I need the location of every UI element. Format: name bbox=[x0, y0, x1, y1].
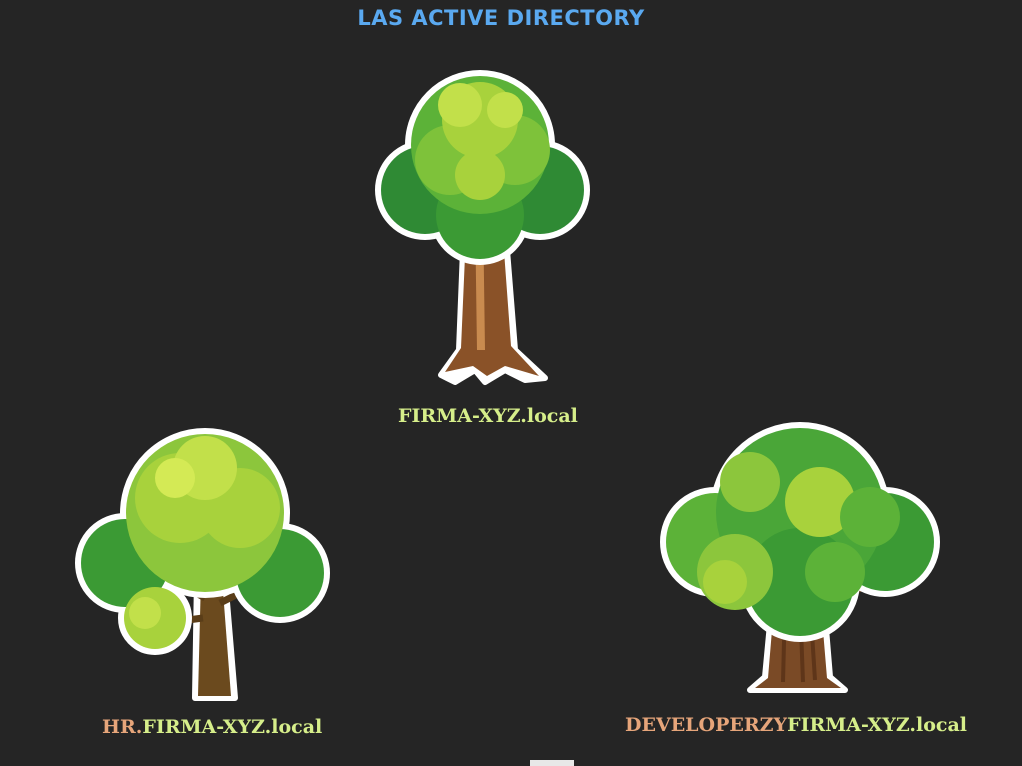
root-domain-label[interactable]: FIRMA-XYZ.local bbox=[398, 405, 578, 427]
dev-domain-label[interactable]: DEVELOPERZYFIRMA-XYZ.local bbox=[625, 714, 967, 736]
hr-domain-label[interactable]: HR.FIRMA-XYZ.local bbox=[102, 716, 322, 738]
dev-subdomain-prefix: DEVELOPERZY bbox=[625, 714, 788, 736]
root-domain-name: FIRMA-XYZ.local bbox=[398, 405, 578, 427]
hr-trunk bbox=[198, 578, 231, 696]
dev-domain-tree-icon[interactable] bbox=[655, 422, 945, 702]
hr-domain-name: FIRMA-XYZ.local bbox=[142, 716, 323, 738]
root-domain-tree-icon[interactable] bbox=[355, 50, 610, 390]
hr-subdomain-prefix: HR. bbox=[102, 716, 143, 738]
page-title: LAS ACTIVE DIRECTORY bbox=[357, 6, 645, 30]
hr-domain-tree-icon[interactable] bbox=[65, 428, 335, 708]
dev-domain-name: FIRMA-XYZ.local bbox=[787, 714, 967, 736]
bottom-scroll-indicator bbox=[530, 760, 574, 766]
